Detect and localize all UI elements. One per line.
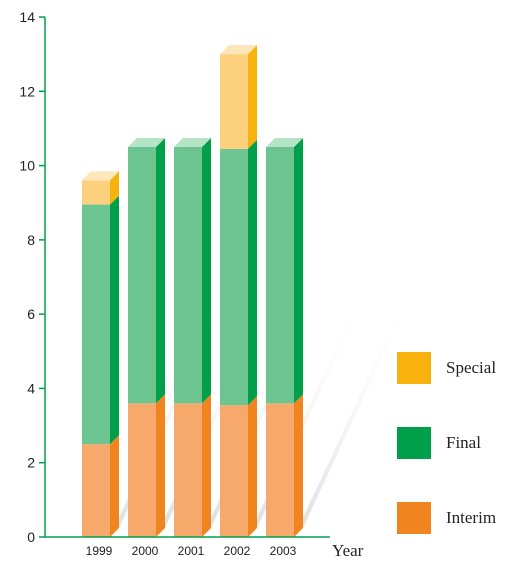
- bar-shadow: [156, 291, 275, 537]
- bar-side-interim: [248, 396, 257, 537]
- bar-side-final: [156, 138, 165, 404]
- bar-front-final: [128, 147, 156, 404]
- x-tick-label: 2000: [132, 544, 159, 558]
- x-ticks: 1999 2000 2001 2002 2003: [86, 544, 297, 558]
- y-tick-label: 10: [19, 158, 35, 174]
- bar-shadow: [110, 291, 229, 537]
- bar-front-final: [220, 148, 248, 406]
- y-tick-label: 8: [27, 232, 35, 248]
- bar-segment-final: [266, 138, 303, 404]
- legend-swatch: [397, 502, 431, 534]
- y-tick-label: 12: [19, 83, 35, 99]
- bar-front-special: [82, 180, 110, 205]
- bar-side-interim: [202, 394, 211, 537]
- bar-top-cap: [220, 45, 257, 55]
- bar-front-interim: [82, 444, 110, 537]
- y-tick-label: 6: [27, 306, 35, 322]
- legend: Special Final Interim: [397, 352, 496, 534]
- bar-segment-special: [220, 45, 257, 149]
- bar-top-cap: [174, 138, 211, 147]
- legend-item-interim: Interim: [397, 502, 496, 534]
- bar-front-final: [82, 204, 110, 445]
- bar-front-special: [220, 54, 248, 149]
- legend-item-special: Special: [397, 352, 496, 384]
- bar-segment-final: [82, 195, 119, 445]
- bar-segment-interim: [266, 394, 303, 537]
- x-axis-label: Year: [332, 541, 364, 560]
- legend-label: Special: [446, 358, 496, 377]
- bars-layer: [82, 45, 303, 537]
- bar-front-final: [174, 147, 202, 404]
- bar-side-final: [110, 195, 119, 445]
- bar-top-cap: [128, 138, 165, 147]
- x-tick-label: 1999: [86, 544, 113, 558]
- legend-swatch: [397, 352, 431, 384]
- bar-side-final: [294, 138, 303, 404]
- bar-side-special: [110, 171, 119, 205]
- bar-shadow: [294, 291, 413, 537]
- axes-layer: [44, 17, 330, 538]
- bar-side-interim: [156, 394, 165, 537]
- bar-shadow: [248, 291, 367, 537]
- legend-item-final: Final: [397, 427, 481, 459]
- bar-shadow: [202, 291, 321, 537]
- x-tick-label: 2002: [224, 544, 251, 558]
- x-tick-label: 2003: [270, 544, 297, 558]
- y-tick-label: 2: [27, 455, 35, 471]
- x-tick-label: 2001: [178, 544, 205, 558]
- legend-label: Interim: [446, 508, 496, 527]
- bar-front-interim: [220, 405, 248, 537]
- y-ticks: 0 2 4 6 8 10 12 14: [19, 9, 45, 545]
- bar-segment-final: [174, 138, 211, 404]
- bar-segment-interim: [174, 394, 211, 537]
- bar-top-cap: [266, 138, 303, 147]
- bar-side-interim: [294, 394, 303, 537]
- bar-segment-final: [220, 139, 257, 406]
- bar-segment-special: [82, 171, 119, 205]
- bar-front-final: [266, 147, 294, 404]
- bar-side-interim: [110, 435, 119, 537]
- bar-side-special: [248, 45, 257, 149]
- bar-front-interim: [266, 403, 294, 537]
- bar-top-cap: [82, 171, 119, 181]
- y-tick-label: 14: [19, 9, 35, 25]
- bar-segment-interim: [220, 396, 257, 537]
- bar-side-final: [248, 139, 257, 406]
- legend-swatch: [397, 427, 431, 459]
- bar-segment-interim: [128, 394, 165, 537]
- y-tick-label: 0: [27, 529, 35, 545]
- bar-front-interim: [128, 403, 156, 537]
- legend-label: Final: [446, 433, 481, 452]
- bar-front-interim: [174, 403, 202, 537]
- y-tick-label: 4: [27, 380, 35, 396]
- bar-segment-final: [128, 138, 165, 404]
- bar-side-final: [202, 138, 211, 404]
- bar-segment-interim: [82, 435, 119, 537]
